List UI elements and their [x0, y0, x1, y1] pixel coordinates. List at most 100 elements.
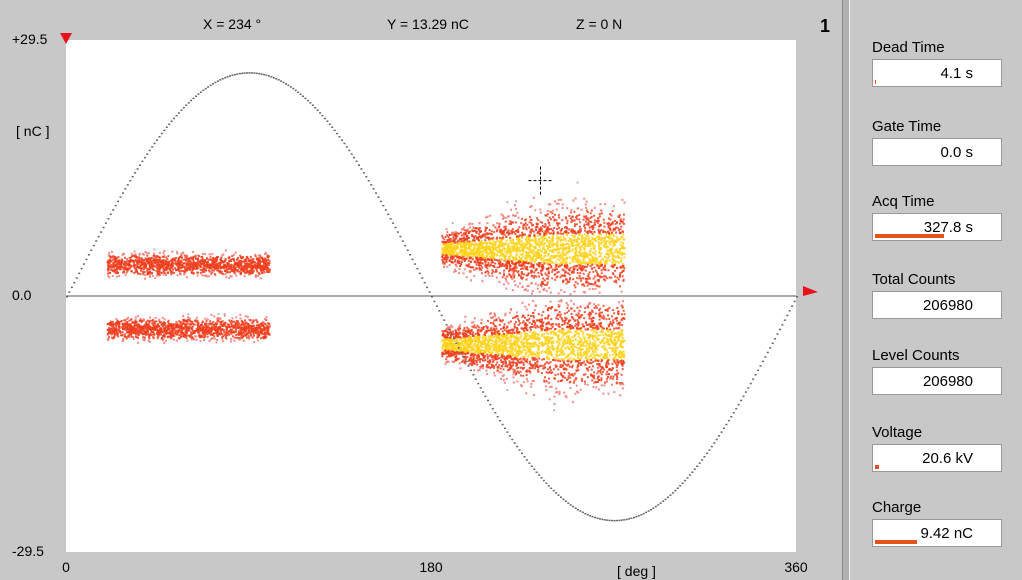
cluster-point — [529, 257, 532, 259]
cluster-point — [493, 248, 496, 251]
cluster-point — [498, 272, 501, 275]
cluster-point — [150, 334, 153, 336]
cluster-point — [495, 259, 498, 261]
cluster-point — [569, 266, 572, 269]
cluster-point — [139, 317, 142, 320]
cluster-point — [574, 230, 577, 233]
cluster-point — [175, 257, 178, 259]
cluster-point — [510, 221, 513, 224]
cluster-point — [256, 270, 259, 273]
cluster-point — [251, 329, 254, 331]
cluster-point — [478, 267, 481, 269]
cluster-point — [456, 241, 459, 244]
cluster-point — [462, 255, 465, 258]
cluster-point — [172, 323, 175, 326]
cluster-point — [522, 259, 525, 262]
cluster-point — [196, 263, 199, 266]
cluster-point — [571, 258, 574, 261]
cluster-point — [138, 257, 140, 260]
cluster-point — [146, 254, 149, 257]
cluster-point — [611, 248, 614, 251]
cluster-point — [581, 267, 584, 269]
cluster-point — [142, 272, 145, 275]
cluster-point — [610, 240, 613, 243]
cluster-point — [499, 257, 502, 260]
cluster-point — [159, 261, 162, 264]
cluster-point — [208, 269, 210, 272]
cluster-point — [623, 222, 625, 225]
cluster-point — [215, 324, 218, 327]
cluster-point — [213, 268, 216, 271]
cluster-point — [120, 258, 123, 261]
cluster-point — [228, 268, 231, 271]
cluster-point — [199, 262, 202, 265]
cluster-point — [185, 320, 188, 323]
cluster-point — [594, 261, 597, 264]
cluster-point — [566, 227, 569, 230]
cluster-point — [614, 241, 617, 244]
cluster-point — [236, 326, 238, 329]
cluster-point — [451, 233, 454, 236]
cluster-point — [490, 237, 493, 240]
cluster-point — [454, 241, 456, 244]
cluster-point — [576, 240, 579, 243]
cluster-point — [579, 228, 581, 231]
cluster-point — [546, 209, 549, 212]
cluster-point — [448, 247, 451, 250]
cluster-point — [208, 340, 211, 343]
cluster-point — [524, 254, 527, 257]
cluster-point — [565, 242, 568, 245]
cluster-point — [541, 225, 544, 228]
cluster-point — [479, 241, 482, 244]
cluster-point — [110, 264, 113, 267]
cluster-point — [251, 331, 254, 334]
cluster-point — [608, 240, 611, 243]
cluster-point — [482, 247, 485, 249]
cluster-point — [233, 253, 236, 256]
cluster-point — [620, 257, 623, 260]
cluster-point — [543, 243, 546, 246]
cluster-point — [151, 265, 154, 268]
cluster-point — [484, 250, 487, 253]
cluster-point — [621, 266, 624, 269]
cluster-point — [594, 256, 597, 259]
phase-resolved-chart[interactable]: +29.50.0-29.50 180 360 — [0, 0, 842, 580]
cluster-point — [155, 265, 158, 268]
cluster-point — [594, 259, 597, 261]
cluster-point — [125, 337, 128, 340]
cluster-point — [226, 328, 228, 331]
cluster-point — [442, 261, 445, 264]
cluster-point — [252, 264, 255, 267]
cluster-point — [110, 259, 113, 262]
cluster-point — [264, 336, 267, 339]
cluster-point — [183, 271, 186, 274]
cluster-point — [534, 209, 537, 212]
cluster-point — [107, 259, 110, 262]
cluster-point — [223, 314, 226, 317]
cluster-point — [232, 324, 235, 327]
cluster-point — [216, 262, 219, 265]
cluster-point — [154, 328, 157, 331]
cluster-point — [267, 331, 270, 334]
cluster-point — [144, 332, 146, 335]
cluster-point — [141, 261, 143, 264]
cluster-point — [139, 329, 142, 332]
cluster-point — [490, 246, 493, 249]
cluster-point — [179, 334, 182, 337]
cluster-point — [249, 255, 252, 258]
cluster-point — [567, 250, 570, 253]
cluster-point — [141, 253, 144, 255]
cluster-point — [170, 324, 173, 327]
cluster-point — [265, 260, 268, 263]
cluster-point — [503, 230, 506, 233]
cluster-point — [502, 255, 505, 258]
cluster-point — [519, 243, 521, 246]
cluster-positive-high-phase — [441, 181, 626, 296]
cluster-point — [477, 236, 480, 239]
cluster-point — [535, 267, 538, 270]
cluster-point — [463, 257, 466, 260]
cluster-point — [506, 250, 509, 253]
cluster-point — [259, 266, 262, 269]
cluster-point — [222, 273, 225, 275]
cluster-point — [467, 259, 470, 262]
